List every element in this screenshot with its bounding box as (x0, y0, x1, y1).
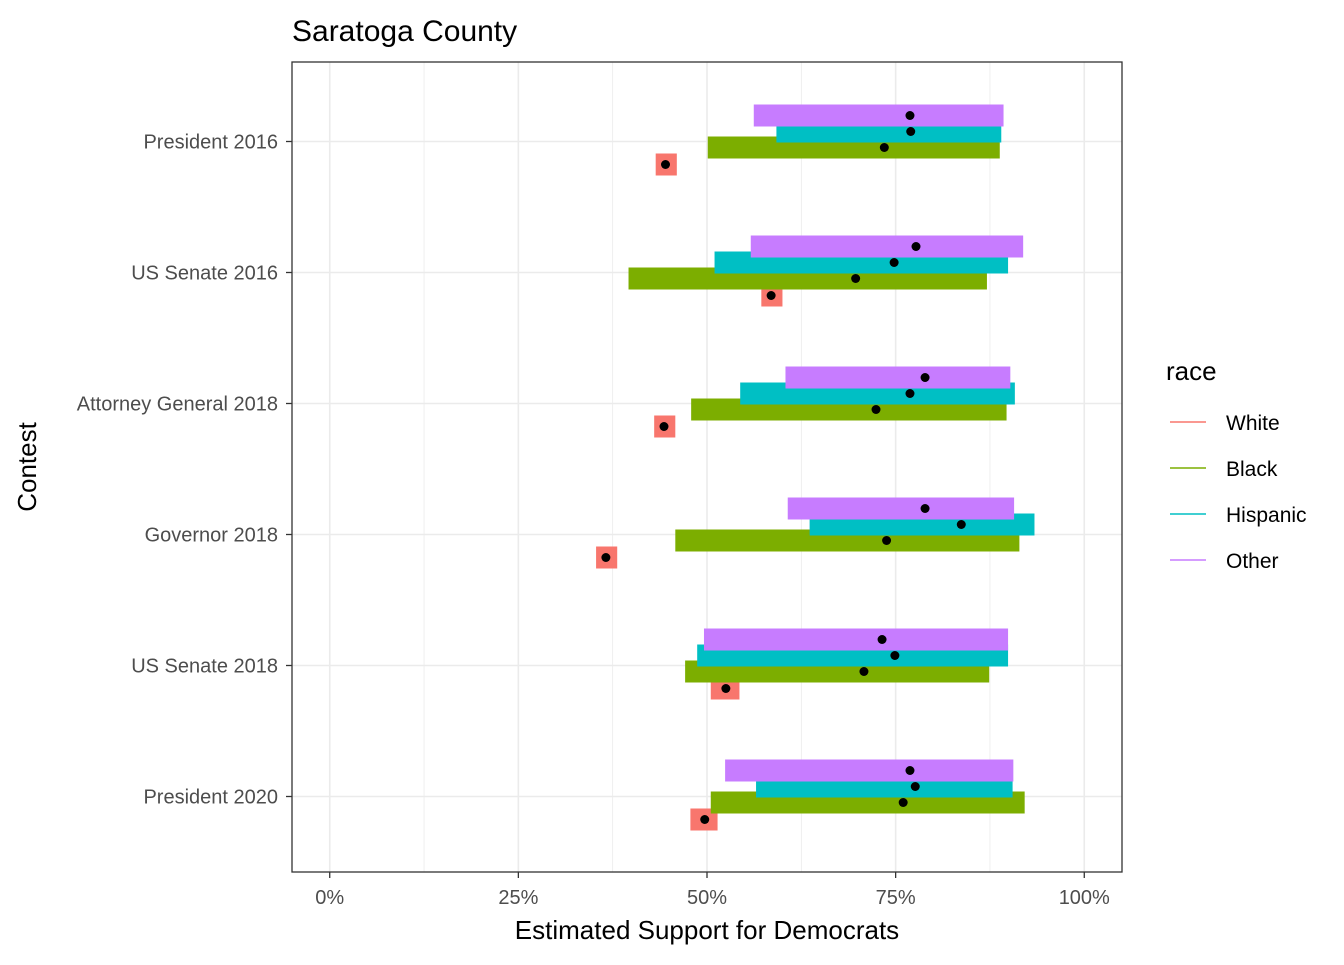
estimate-point-black (879, 143, 889, 152)
estimate-point-white (659, 422, 669, 431)
y-tick-label: Governor 2018 (145, 525, 278, 547)
estimate-point-other (920, 373, 930, 382)
estimate-point-other (920, 504, 930, 513)
y-axis: President 2016 US Senate 2016 Attorney Gen… (77, 132, 292, 809)
estimate-point-hispanic (889, 258, 899, 267)
estimate-point-hispanic (890, 651, 900, 660)
legend-label: White (1226, 412, 1280, 435)
estimate-point-white (766, 291, 776, 300)
x-tick-label: 50% (687, 887, 727, 909)
estimate-point-black (859, 667, 869, 676)
chart-title: Saratoga County (292, 15, 517, 48)
estimate-point-other (905, 766, 915, 775)
estimate-point-hispanic (905, 389, 915, 398)
legend-label: Black (1226, 458, 1278, 481)
legend-label: Other (1226, 550, 1279, 573)
y-tick-label: President 2020 (143, 787, 278, 809)
estimate-point-white (700, 815, 710, 824)
x-axis-title: Estimated Support for Democrats (515, 915, 899, 945)
chart-marks (596, 104, 1035, 831)
x-tick-label: 0% (315, 887, 344, 909)
estimate-point-other (905, 111, 915, 120)
legend: race White Black Hispanic Other (1166, 356, 1307, 573)
estimate-point-hispanic (956, 520, 966, 529)
interval-bar-other (787, 497, 1015, 520)
estimate-point-hispanic (910, 782, 920, 791)
x-tick-label: 75% (876, 887, 916, 909)
x-axis: 0% 25% 50% 75% 100% (315, 872, 1110, 909)
estimate-point-black (871, 405, 881, 414)
estimate-point-black (851, 274, 861, 283)
estimate-point-white (601, 553, 611, 562)
y-tick-label: US Senate 2016 (131, 263, 278, 285)
legend-title: race (1166, 356, 1217, 386)
estimate-point-hispanic (906, 127, 916, 136)
legend-label: Hispanic (1226, 504, 1307, 527)
interval-bar-other (753, 104, 1004, 127)
y-tick-label: US Senate 2018 (131, 656, 278, 678)
estimate-point-white (721, 684, 731, 693)
interval-bar-other (785, 366, 1011, 389)
estimate-point-black (898, 798, 908, 807)
interval-bar-other (750, 235, 1024, 258)
y-tick-label: Attorney General 2018 (77, 394, 278, 416)
estimate-point-other (911, 242, 921, 251)
estimate-point-black (882, 536, 892, 545)
legend-items: White Black Hispanic Other (1170, 412, 1307, 573)
interval-bar-other (725, 759, 1014, 782)
estimate-point-white (661, 160, 670, 169)
x-tick-label: 25% (498, 887, 538, 909)
y-tick-label: President 2016 (143, 132, 278, 154)
estimate-point-other (877, 635, 887, 644)
plot-panel (291, 61, 1123, 873)
interval-bar-other (703, 628, 1009, 651)
x-tick-label: 100% (1059, 887, 1110, 909)
y-axis-title: Contest (12, 421, 42, 511)
